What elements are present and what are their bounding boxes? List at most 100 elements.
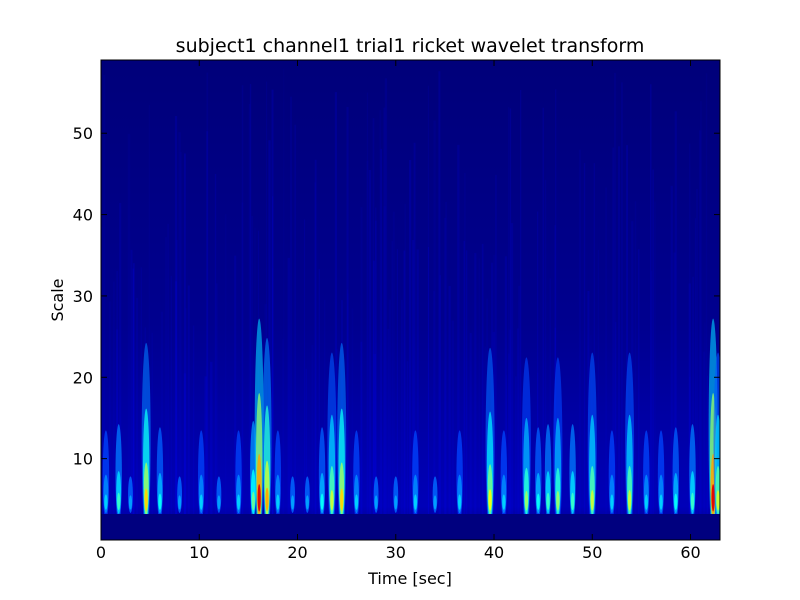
texture-streak [130,249,133,516]
texture-streak [204,376,207,516]
texture-streak [704,322,706,516]
texture-streak [698,130,702,516]
texture-streak [404,203,406,516]
burst-mark [644,494,648,510]
texture-streak [366,92,369,516]
texture-streak [206,72,209,516]
texture-streak [132,268,135,516]
texture-streak [444,217,447,516]
texture-streak [555,89,557,516]
texture-streak [554,225,556,516]
texture-streak [518,285,521,516]
burst-mark [374,495,378,510]
texture-streak [183,153,186,516]
texture-streak [248,103,251,516]
texture-streak [249,83,252,516]
texture-streak [516,328,519,516]
texture-streak [116,270,119,516]
texture-streak [170,275,172,516]
burst-mark [340,488,344,511]
texture-streak [689,143,691,516]
burst-mark [330,490,334,511]
texture-streak [148,104,150,516]
texture-streak [178,132,181,516]
texture-streak [234,255,237,516]
texture-streak [448,285,451,516]
burst-mark [413,494,418,510]
texture-streak [380,148,382,516]
texture-streak [109,301,111,516]
texture-streak [346,106,349,516]
texture-streak [469,332,472,516]
y-tick-label: 50 [73,124,93,143]
burst-mark [354,494,359,510]
burst-mark [590,490,594,511]
texture-streak [612,147,615,516]
burst-mark [104,494,108,510]
texture-streak [210,361,213,516]
texture-streak [696,188,698,516]
texture-streak [438,71,441,516]
texture-streak [383,206,386,516]
texture-streak [185,308,187,516]
burst-mark [524,491,529,511]
burst-mark [158,493,162,510]
texture-streak [605,187,607,516]
texture-streak [387,328,390,516]
texture-streak [578,149,581,516]
burst-mark [716,490,720,511]
texture-streak [474,253,477,516]
texture-streak [544,179,547,516]
texture-streak [375,220,377,516]
texture-streak [507,353,510,516]
texture-streak [396,249,398,516]
texture-streak [506,374,508,516]
texture-streak [136,297,138,516]
texture-streak [303,219,306,516]
texture-streak [614,322,617,516]
texture-streak [372,118,375,516]
texture-streak [116,329,119,516]
x-tick-label: 40 [484,543,504,562]
burst-mark [674,493,678,510]
texture-streak [537,211,539,516]
texture-streak [694,218,696,516]
texture-streak [282,339,284,516]
burst-mark [502,494,506,510]
texture-streak [174,116,178,516]
texture-streak [271,89,274,516]
texture-streak [311,344,314,516]
texture-streak [241,202,244,516]
burst-mark [571,492,575,511]
y-tick-label: 10 [73,450,93,469]
texture-streak [294,124,297,516]
texture-streak [383,107,386,516]
burst-mark [458,494,462,510]
texture-streak [192,325,195,516]
texture-streak [401,299,403,516]
y-tick-label: 20 [73,368,93,387]
texture-streak [103,74,106,516]
texture-streak [224,214,227,516]
texture-streak [427,246,430,516]
texture-streak [515,376,517,516]
texture-streak [206,131,209,516]
texture-streak [268,140,271,516]
texture-streak [351,308,354,516]
texture-streak [670,185,673,516]
texture-streak [127,133,131,516]
burst-mark [251,491,255,511]
burst-mark [257,484,261,512]
texture-streak [287,257,290,516]
texture-streak [700,101,702,516]
texture-streak [112,281,115,516]
texture-streak [373,353,376,516]
burst-mark [236,494,241,510]
texture-streak [689,376,691,516]
texture-streak [444,369,446,516]
texture-streak [409,160,412,516]
plot-frame [100,59,721,541]
texture-streak [368,169,372,516]
texture-streak [271,268,274,516]
